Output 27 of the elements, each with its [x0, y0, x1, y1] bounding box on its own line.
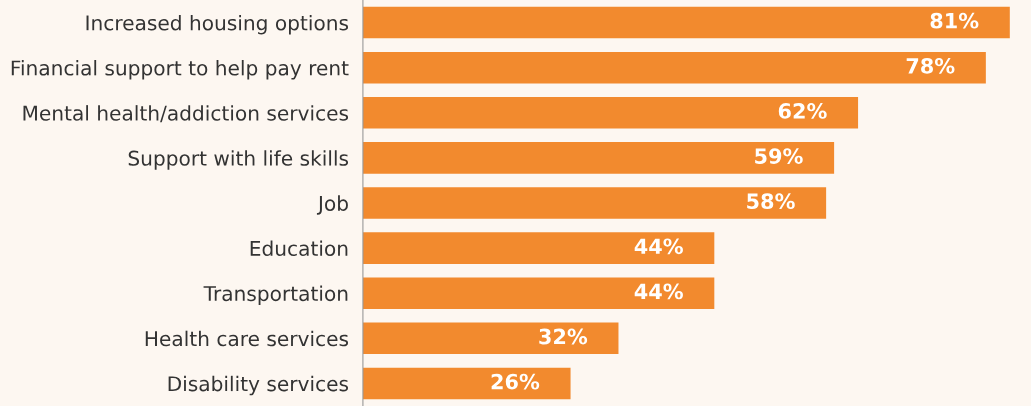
bar	[362, 277, 715, 310]
bar	[362, 322, 619, 355]
y-tick-label: Job	[316, 195, 348, 215]
y-tick-label: Mental health/addiction services	[23, 105, 349, 123]
y-tick-label: Education	[250, 240, 348, 257]
bar	[362, 367, 571, 400]
data-label: 58%	[747, 193, 795, 210]
y-tick-label: Increased housing options	[86, 14, 349, 35]
y-tick-label: Support with life skills	[128, 150, 349, 170]
data-label: 32%	[539, 328, 588, 345]
y-tick-label: Disability services	[168, 375, 349, 396]
data-label: 26%	[491, 373, 540, 390]
bar	[362, 232, 715, 264]
data-label: 59%	[755, 148, 803, 164]
bar	[362, 96, 859, 129]
bar	[362, 142, 835, 174]
bar	[362, 51, 986, 84]
data-label: 62%	[778, 103, 827, 119]
bar	[362, 187, 827, 219]
y-tick-label: Financial support to help pay rent	[11, 60, 349, 80]
y-tick-label: Health care services	[145, 330, 349, 347]
bar	[362, 6, 1010, 39]
data-label: 81%	[930, 12, 979, 29]
data-label: 44%	[634, 283, 683, 300]
data-label: 44%	[634, 238, 683, 255]
y-tick-label: Transportation	[203, 285, 348, 306]
data-label: 78%	[906, 57, 955, 74]
